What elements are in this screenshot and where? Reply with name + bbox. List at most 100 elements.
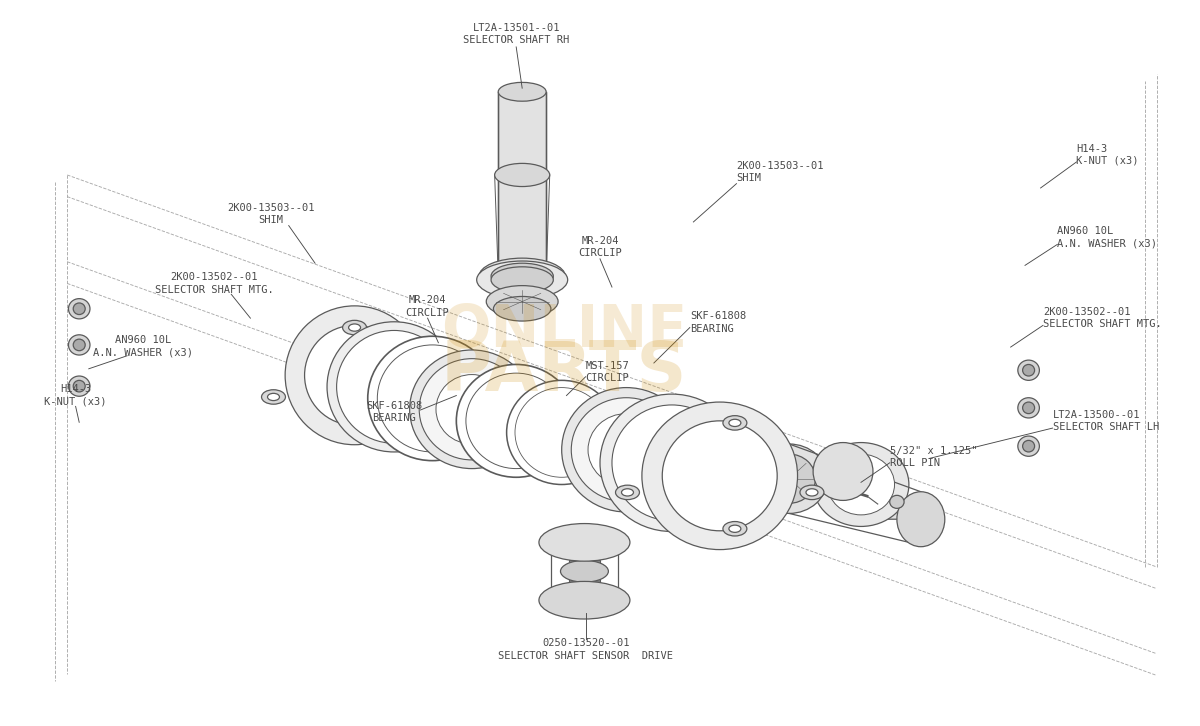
Text: A.N. WASHER (x3): A.N. WASHER (x3): [1057, 238, 1157, 248]
Text: CIRCLIP: CIRCLIP: [586, 373, 629, 383]
Ellipse shape: [367, 336, 497, 460]
Ellipse shape: [616, 485, 640, 499]
Text: 2K00-13502--01: 2K00-13502--01: [1043, 307, 1130, 317]
Ellipse shape: [73, 303, 85, 314]
Ellipse shape: [600, 394, 744, 531]
Text: K-NUT (x3): K-NUT (x3): [44, 396, 107, 407]
Ellipse shape: [1018, 436, 1039, 457]
Ellipse shape: [551, 528, 618, 557]
Ellipse shape: [896, 492, 944, 547]
Ellipse shape: [1018, 398, 1039, 418]
Polygon shape: [780, 473, 920, 519]
Ellipse shape: [814, 443, 872, 500]
Text: CIRCLIP: CIRCLIP: [406, 308, 450, 318]
Ellipse shape: [409, 350, 534, 468]
Ellipse shape: [515, 388, 608, 477]
Ellipse shape: [1022, 364, 1034, 376]
Ellipse shape: [268, 393, 280, 401]
Ellipse shape: [560, 560, 608, 582]
Ellipse shape: [828, 454, 894, 515]
Ellipse shape: [424, 390, 448, 404]
Ellipse shape: [68, 298, 90, 319]
Text: SELECTOR SHAFT SENSOR  DRIVE: SELECTOR SHAFT SENSOR DRIVE: [498, 650, 673, 661]
Ellipse shape: [494, 163, 550, 187]
Ellipse shape: [498, 82, 546, 101]
Ellipse shape: [456, 364, 576, 477]
Ellipse shape: [622, 489, 634, 496]
Ellipse shape: [814, 443, 908, 526]
Ellipse shape: [73, 339, 85, 351]
Ellipse shape: [551, 586, 618, 615]
Text: CIRCLIP: CIRCLIP: [578, 248, 622, 258]
Ellipse shape: [348, 324, 360, 331]
Text: SKF-61808: SKF-61808: [366, 401, 422, 411]
Ellipse shape: [286, 306, 424, 445]
Ellipse shape: [1018, 360, 1039, 380]
Text: 2K00-13502--01: 2K00-13502--01: [170, 272, 258, 282]
Ellipse shape: [728, 525, 740, 532]
Text: AN960 10L: AN960 10L: [1057, 226, 1114, 236]
Ellipse shape: [337, 330, 451, 444]
Ellipse shape: [305, 325, 404, 425]
Ellipse shape: [342, 320, 366, 335]
Text: SELECTOR SHAFT MTG.: SELECTOR SHAFT MTG.: [1043, 319, 1162, 330]
Ellipse shape: [68, 376, 90, 396]
Ellipse shape: [571, 398, 682, 502]
Ellipse shape: [466, 373, 566, 468]
Text: SELECTOR SHAFT RH: SELECTOR SHAFT RH: [463, 35, 569, 45]
Text: LT2A-13500--01: LT2A-13500--01: [1052, 409, 1140, 420]
Text: H14-3: H14-3: [60, 384, 91, 394]
Ellipse shape: [491, 267, 553, 293]
Ellipse shape: [642, 402, 798, 550]
Text: MR-204: MR-204: [581, 236, 619, 246]
Ellipse shape: [73, 380, 85, 392]
Ellipse shape: [262, 390, 286, 404]
Text: 0250-13520--01: 0250-13520--01: [542, 638, 629, 648]
Ellipse shape: [539, 523, 630, 561]
Ellipse shape: [430, 393, 442, 401]
Ellipse shape: [539, 582, 630, 619]
Text: ROLL PIN: ROLL PIN: [889, 458, 940, 468]
Text: BEARING: BEARING: [690, 324, 733, 334]
Text: SELECTOR SHAFT LH: SELECTOR SHAFT LH: [1052, 422, 1159, 432]
Ellipse shape: [1022, 402, 1034, 414]
Ellipse shape: [562, 388, 691, 512]
Text: PARTS: PARTS: [440, 338, 688, 405]
Text: 2K00-13503--01: 2K00-13503--01: [737, 161, 824, 171]
Ellipse shape: [328, 322, 461, 452]
Ellipse shape: [436, 375, 508, 444]
Ellipse shape: [486, 285, 558, 317]
Text: K-NUT (x3): K-NUT (x3): [1076, 156, 1139, 166]
Text: 2K00-13503--01: 2K00-13503--01: [227, 203, 314, 213]
Text: ONLINE: ONLINE: [442, 302, 688, 359]
Text: SHIM: SHIM: [737, 174, 762, 183]
Ellipse shape: [377, 345, 487, 452]
Ellipse shape: [722, 521, 746, 536]
Ellipse shape: [728, 420, 740, 426]
Ellipse shape: [506, 380, 617, 484]
Ellipse shape: [68, 335, 90, 355]
Text: MR-204: MR-204: [409, 295, 446, 306]
Ellipse shape: [342, 416, 366, 431]
Ellipse shape: [419, 359, 524, 460]
Text: LT2A-13501--01: LT2A-13501--01: [473, 23, 560, 33]
Ellipse shape: [763, 454, 816, 503]
Text: AN960 10L: AN960 10L: [114, 335, 170, 346]
Text: BEARING: BEARING: [372, 413, 416, 423]
Text: A.N. WASHER (x3): A.N. WASHER (x3): [92, 348, 193, 357]
Ellipse shape: [751, 444, 828, 513]
Ellipse shape: [1022, 441, 1034, 452]
Polygon shape: [569, 560, 600, 582]
Ellipse shape: [806, 489, 818, 496]
Ellipse shape: [800, 485, 824, 499]
Text: SHIM: SHIM: [258, 215, 283, 225]
Ellipse shape: [491, 264, 553, 289]
Ellipse shape: [476, 261, 568, 298]
Ellipse shape: [588, 414, 665, 486]
Text: H14-3: H14-3: [1076, 144, 1108, 154]
Polygon shape: [498, 91, 546, 276]
Text: SKF-61808: SKF-61808: [690, 311, 746, 322]
Ellipse shape: [348, 420, 360, 427]
Ellipse shape: [889, 495, 904, 508]
Ellipse shape: [612, 405, 732, 521]
